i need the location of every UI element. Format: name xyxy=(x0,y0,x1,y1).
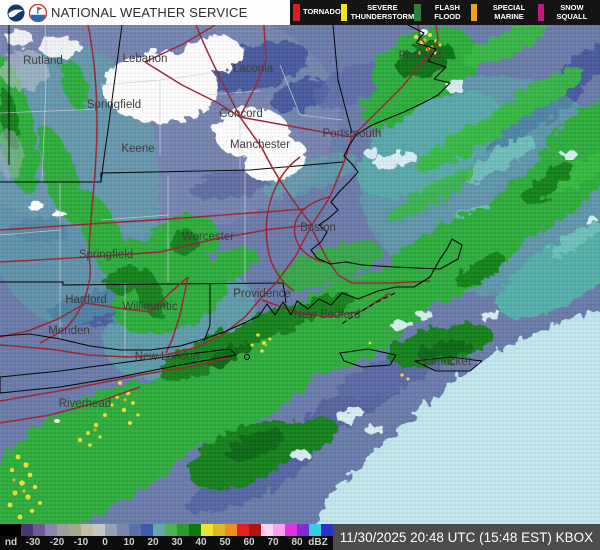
colorbar-seg-20 xyxy=(261,524,273,536)
city-label-rutland: Rutland xyxy=(23,55,63,67)
city-label-laconia: Laconia xyxy=(233,63,274,75)
coastlines xyxy=(0,25,483,394)
colorbar-seg-11 xyxy=(153,524,165,536)
colorbar-seg-17 xyxy=(225,524,237,536)
city-labels-layer: Rutland Lebanon Laconia Portland Springfield… xyxy=(23,50,472,410)
special-marine-swatch xyxy=(471,4,478,21)
colorbar-seg-21 xyxy=(273,524,285,536)
colorbar-seg-14 xyxy=(189,524,201,536)
city-label-portland: Portland xyxy=(399,50,442,62)
city-label-meriden: Meriden xyxy=(48,325,90,337)
colorbar-seg-5 xyxy=(81,524,93,536)
colorbar-ticks: nd -30 -20 -10 0 10 20 30 40 50 60 70 80 dBZ xyxy=(0,536,333,550)
severe-thunderstorm-swatch xyxy=(340,4,348,21)
colorbar-tick-0: 0 xyxy=(102,537,108,548)
snow-squall-label: SNOW SQUALL xyxy=(556,2,588,21)
city-label-springfield: Springfield xyxy=(79,249,133,261)
special-marine-label: SPECIAL MARINE xyxy=(492,2,526,21)
colorbar-seg-3 xyxy=(57,524,69,536)
state-borders xyxy=(0,25,353,342)
radar-map-canvas: Rutland Lebanon Laconia Portland Springfield… xyxy=(0,25,600,524)
colorbar-tick-dbz: dBZ xyxy=(308,537,328,548)
colorbar-tick-nd: nd xyxy=(4,537,18,548)
colorbar-seg-16 xyxy=(213,524,225,536)
colorbar-seg-7 xyxy=(105,524,117,536)
colorbar-seg-15 xyxy=(201,524,213,536)
alert-item-snow-squall: SNOW SQUALL xyxy=(537,2,597,21)
colorbar-seg-23 xyxy=(297,524,309,536)
alert-item-flash-flood: FLASH FLOOD xyxy=(414,2,471,21)
colorbar-tick--10: -10 xyxy=(73,537,89,548)
flash-flood-label: FLASH FLOOD xyxy=(434,2,461,21)
colorbar-tick--30: -30 xyxy=(25,537,41,548)
colorbar-tick-10: 10 xyxy=(123,537,135,548)
colorbar-tick-30: 30 xyxy=(171,537,183,548)
colorbar-seg-2 xyxy=(45,524,57,536)
snow-squall-swatch xyxy=(537,4,544,21)
city-label-willimantic: Willimantic xyxy=(123,301,178,313)
highways xyxy=(0,25,439,424)
reflectivity-scale: nd -30 -20 -10 0 10 20 30 40 50 60 70 80 dBZ xyxy=(0,524,333,550)
alert-item-special-marine: SPECIAL MARINE xyxy=(471,2,537,21)
colorbar-seg-18 xyxy=(237,524,249,536)
city-label-manchester: Manchester xyxy=(230,139,290,151)
radar-map[interactable]: Rutland Lebanon Laconia Portland Springfield… xyxy=(0,25,600,524)
colorbar-seg-4 xyxy=(69,524,81,536)
colorbar-seg-12 xyxy=(165,524,177,536)
city-label-new-london: New London xyxy=(135,351,200,363)
city-label-keene: Keene xyxy=(121,143,154,155)
timestamp-label: 11/30/2025 20:48 UTC (15:48 EST) KBOX xyxy=(333,524,600,550)
colorbar-tick-70: 70 xyxy=(267,537,279,548)
city-label-lebanon: Lebanon xyxy=(123,53,168,65)
tornado-swatch xyxy=(293,4,300,21)
colorbar-tick-60: 60 xyxy=(243,537,255,548)
colorbar-tick-80: 80 xyxy=(291,537,303,548)
colorbar-seg-24 xyxy=(309,524,321,536)
colorbar-seg-9 xyxy=(129,524,141,536)
colorbar-swatches xyxy=(0,524,333,536)
colorbar-seg-25 xyxy=(321,524,333,536)
alert-item-severe-thunderstorm: SEVERE THUNDERSTORM xyxy=(340,2,415,21)
severe-thunderstorm-label: SEVERE THUNDERSTORM xyxy=(350,2,415,21)
colorbar-seg-13 xyxy=(177,524,189,536)
city-label-hartford: Hartford xyxy=(65,294,107,306)
colorbar-tick-50: 50 xyxy=(219,537,231,548)
agency-title: NATIONAL WEATHER SERVICE xyxy=(51,5,248,20)
city-label-portsmouth: Portsmouth xyxy=(323,128,382,140)
county-borders xyxy=(0,25,344,355)
noaa-logo-icon xyxy=(7,3,25,22)
top-bar: NATIONAL WEATHER SERVICE TORNADO SEVERE T… xyxy=(0,0,600,25)
colorbar-seg-0 xyxy=(21,524,33,536)
tornado-label: TORNADO xyxy=(303,7,341,17)
colorbar-seg-19 xyxy=(249,524,261,536)
city-label-worcester: Worcester xyxy=(182,231,234,243)
colorbar-tick--20: -20 xyxy=(49,537,65,548)
colorbar-seg-8 xyxy=(117,524,129,536)
bottom-bar: nd -30 -20 -10 0 10 20 30 40 50 60 70 80 dBZ 11/30/20… xyxy=(0,524,600,550)
city-label-nantucket: Nantucket xyxy=(419,356,472,368)
colorbar-tick-40: 40 xyxy=(195,537,207,548)
alert-item-tornado: TORNADO xyxy=(293,4,341,21)
colorbar-seg-22 xyxy=(285,524,297,536)
colorbar-seg-1 xyxy=(33,524,45,536)
city-label-riverhead: Riverhead xyxy=(59,398,111,410)
city-label-springfield: Springfield xyxy=(87,99,141,111)
colorbar-tick-20: 20 xyxy=(147,537,159,548)
city-label-new-bedford: New Bedford xyxy=(294,309,360,321)
alert-legend: TORNADO SEVERE THUNDERSTORM FLASH FLOOD SPE… xyxy=(290,0,600,25)
colorbar-seg-6 xyxy=(93,524,105,536)
city-label-boston: Boston xyxy=(300,222,336,234)
city-label-concord: Concord xyxy=(219,108,262,120)
nws-brand: NATIONAL WEATHER SERVICE xyxy=(0,0,290,25)
colorbar-seg-10 xyxy=(141,524,153,536)
colorbar-seg-nd xyxy=(0,524,21,536)
radar-echo-layer xyxy=(0,25,600,524)
city-label-providence: Providence xyxy=(233,288,291,300)
nws-logo-icon xyxy=(29,3,47,22)
flash-flood-swatch xyxy=(414,4,421,21)
